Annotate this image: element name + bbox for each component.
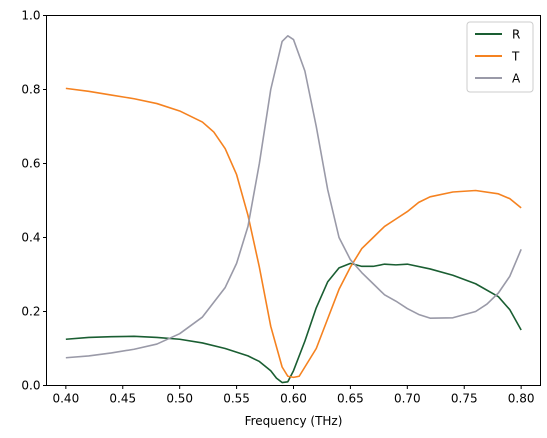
x-tick-label: 0.45	[109, 392, 136, 406]
y-tick-label: 0.6	[21, 157, 40, 171]
legend-label-t: T	[511, 50, 520, 64]
x-tick-label: 0.55	[223, 392, 250, 406]
x-tick-label: 0.40	[52, 392, 79, 406]
series-line-t	[65, 87, 522, 379]
y-tick-label: 0.0	[21, 379, 40, 393]
plot-area	[46, 15, 541, 386]
x-tick-label: 0.60	[280, 392, 307, 406]
x-tick-label: 0.70	[394, 392, 421, 406]
x-tick-label: 0.50	[166, 392, 193, 406]
x-axis-ticks: 0.40 0.45 0.50 0.55 0.60 0.65 0.70 0.75 0.80	[52, 385, 535, 406]
y-tick-label: 0.4	[21, 231, 40, 245]
legend-label-a: A	[512, 72, 521, 86]
x-tick-label: 0.75	[451, 392, 478, 406]
x-tick-label: 0.65	[337, 392, 364, 406]
legend: R T A	[466, 21, 534, 93]
y-axis-ticks: 0.0 0.2 0.4 0.6 0.8 1.0	[21, 9, 47, 393]
y-tick-label: 0.8	[21, 83, 40, 97]
y-tick-label: 1.0	[21, 9, 40, 23]
legend-label-r: R	[512, 28, 520, 42]
series-line-a	[65, 35, 522, 359]
series-lines	[65, 35, 522, 384]
x-axis-label: Frequency (THz)	[245, 414, 343, 428]
x-tick-label: 0.80	[508, 392, 535, 406]
series-line-r	[65, 262, 522, 384]
y-tick-label: 0.2	[21, 305, 40, 319]
